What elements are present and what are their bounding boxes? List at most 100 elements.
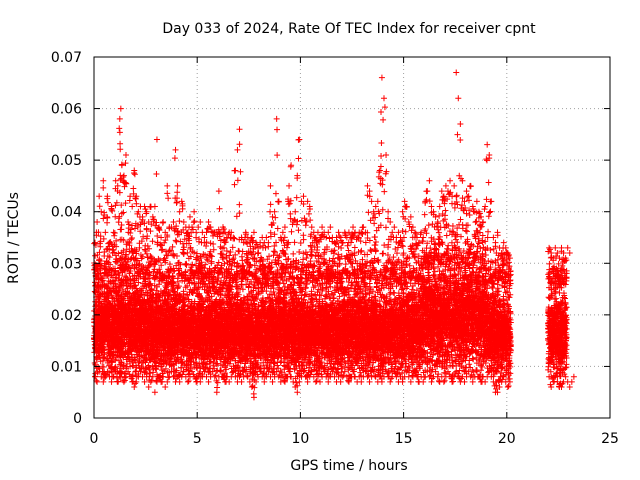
data-point	[213, 389, 220, 396]
data-point	[176, 218, 183, 225]
data-point	[205, 378, 212, 385]
data-point	[101, 351, 108, 358]
data-point	[96, 193, 103, 200]
data-point	[169, 243, 176, 250]
data-point	[141, 203, 148, 210]
data-point	[234, 146, 241, 153]
data-point	[131, 171, 138, 178]
data-point	[149, 238, 156, 245]
data-point	[97, 258, 104, 265]
data-point	[104, 199, 111, 206]
data-point	[107, 239, 114, 246]
data-point	[133, 378, 140, 385]
data-point	[112, 277, 119, 284]
data-point	[186, 213, 193, 220]
data-point	[176, 208, 183, 215]
data-point	[205, 219, 212, 226]
data-point	[102, 229, 109, 236]
data-point	[104, 219, 111, 226]
data-point	[100, 235, 107, 242]
data-point	[217, 367, 224, 374]
data-point	[160, 219, 167, 226]
data-point	[100, 363, 107, 370]
data-point	[216, 205, 223, 212]
data-point	[172, 237, 179, 244]
data-point	[105, 259, 112, 266]
data-point	[94, 378, 101, 385]
data-point	[191, 218, 198, 225]
data-point	[108, 292, 115, 299]
data-point	[131, 384, 138, 391]
data-point	[131, 225, 138, 232]
data-point	[106, 246, 113, 253]
data-point	[170, 219, 177, 226]
data-point	[151, 203, 158, 210]
data-point	[217, 368, 224, 375]
data-point	[111, 230, 118, 237]
data-point	[92, 239, 99, 246]
data-point	[233, 213, 240, 220]
data-point	[193, 234, 200, 241]
data-point	[110, 229, 117, 236]
data-point	[231, 235, 238, 242]
data-point	[154, 232, 161, 239]
data-point	[96, 296, 103, 303]
data-point	[197, 219, 204, 226]
data-point	[93, 356, 100, 363]
data-point	[166, 247, 173, 254]
data-point	[203, 229, 210, 236]
data-point	[101, 209, 108, 216]
data-point	[100, 355, 107, 362]
data-point	[108, 355, 115, 362]
data-point	[180, 219, 187, 226]
data-point	[174, 182, 181, 189]
data-point	[118, 226, 125, 233]
data-point	[164, 190, 171, 197]
data-point	[174, 189, 181, 196]
data-point	[117, 146, 124, 153]
data-point	[116, 125, 123, 132]
data-point	[112, 177, 119, 184]
data-point	[153, 170, 160, 177]
data-point	[116, 115, 123, 122]
data-point	[195, 224, 202, 231]
data-point	[171, 155, 178, 162]
data-point	[110, 246, 117, 253]
data-point	[234, 177, 241, 184]
data-point	[165, 195, 172, 202]
data-point	[92, 373, 99, 380]
data-points	[91, 69, 577, 401]
data-point	[147, 370, 154, 377]
data-point	[109, 249, 116, 256]
data-point	[106, 300, 113, 307]
data-point	[104, 193, 111, 200]
chart-title: Day 033 of 2024, Rate Of TEC Index for r…	[162, 21, 536, 37]
data-point	[172, 146, 179, 153]
data-point	[112, 356, 119, 363]
data-point	[110, 373, 117, 380]
data-point	[193, 229, 200, 236]
data-point	[100, 378, 107, 385]
data-point	[116, 129, 123, 136]
data-point	[185, 377, 192, 384]
data-point	[129, 203, 136, 210]
data-point	[164, 378, 171, 385]
data-point	[95, 229, 102, 236]
data-point	[151, 389, 158, 396]
data-point	[97, 238, 104, 245]
data-point	[197, 378, 204, 385]
data-point	[108, 203, 115, 210]
data-point	[99, 345, 106, 352]
data-point	[184, 378, 191, 385]
data-point	[133, 200, 140, 207]
data-point	[183, 260, 190, 267]
data-point	[215, 188, 222, 195]
data-point	[130, 185, 137, 192]
data-point	[97, 233, 104, 240]
data-point	[109, 207, 116, 214]
data-point	[176, 378, 183, 385]
data-point	[100, 177, 107, 184]
data-point	[217, 243, 224, 250]
data-point	[96, 203, 103, 210]
